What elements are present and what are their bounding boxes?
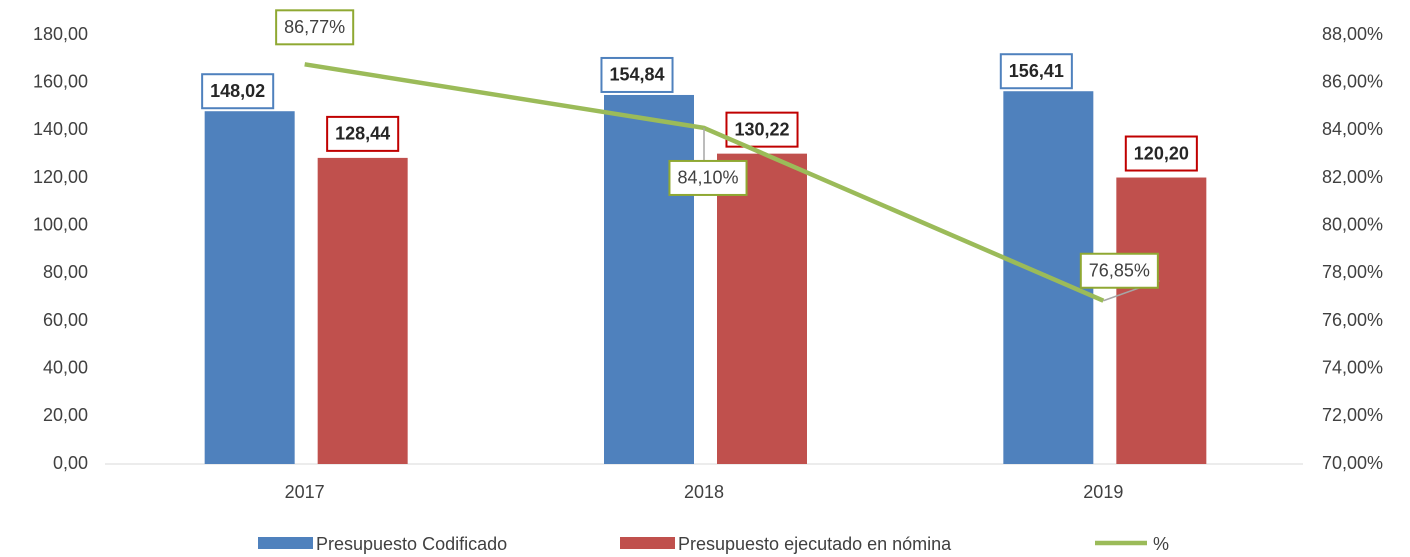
data-label-text: 86,77% <box>284 17 345 37</box>
y2-tick-label: 82,00% <box>1322 167 1383 187</box>
y2-tick-label: 72,00% <box>1322 405 1383 425</box>
data-label-text: 128,44 <box>335 124 390 144</box>
legend-swatch <box>620 537 675 549</box>
y2-tick-label: 78,00% <box>1322 262 1383 282</box>
data-label-box <box>725 111 799 148</box>
y2-tick-label: 80,00% <box>1322 214 1383 234</box>
bar <box>717 153 807 464</box>
y-tick-label: 100,00 <box>33 214 88 234</box>
data-label-box <box>668 159 748 196</box>
y-tick-label: 20,00 <box>43 405 88 425</box>
y2-tick-label: 70,00% <box>1322 453 1383 473</box>
legend-swatch <box>258 537 313 549</box>
data-label-text: 76,85% <box>1089 260 1150 280</box>
y-tick-label: 160,00 <box>33 71 88 91</box>
data-label-text: 156,41 <box>1009 61 1064 81</box>
legend-label: % <box>1153 534 1169 554</box>
y-tick-label: 40,00 <box>43 357 88 377</box>
x-tick-label: 2018 <box>684 482 724 502</box>
y2-tick-label: 76,00% <box>1322 310 1383 330</box>
y-tick-label: 120,00 <box>33 167 88 187</box>
y2-tick-label: 86,00% <box>1322 71 1383 91</box>
data-label-text: 84,10% <box>677 168 738 188</box>
data-label-box <box>201 73 275 110</box>
bar <box>204 111 295 465</box>
data-label-text: 120,20 <box>1134 143 1189 163</box>
data-label-box <box>999 53 1073 90</box>
y-tick-label: 180,00 <box>33 24 88 44</box>
data-label-text: 130,22 <box>734 119 789 139</box>
data-label-text: 148,02 <box>210 81 265 101</box>
bar <box>604 94 694 465</box>
legend-label: Presupuesto ejecutado en nómina <box>678 534 952 554</box>
y-tick-label: 60,00 <box>43 310 88 330</box>
bar <box>1116 177 1207 465</box>
x-tick-label: 2017 <box>285 482 325 502</box>
data-label-box <box>1079 252 1159 289</box>
data-label-box <box>326 115 400 152</box>
data-label-text: 154,84 <box>609 65 664 85</box>
data-label-box <box>1124 135 1198 172</box>
legend-label: Presupuesto Codificado <box>316 534 507 554</box>
y-tick-label: 140,00 <box>33 119 88 139</box>
data-label-box <box>275 9 355 46</box>
y-tick-label: 0,00 <box>53 453 88 473</box>
x-tick-label: 2019 <box>1083 482 1123 502</box>
y2-tick-label: 74,00% <box>1322 357 1383 377</box>
y2-tick-label: 84,00% <box>1322 119 1383 139</box>
y-tick-label: 80,00 <box>43 262 88 282</box>
y2-tick-label: 88,00% <box>1322 24 1383 44</box>
bar <box>317 157 408 464</box>
data-label-box <box>600 56 674 93</box>
